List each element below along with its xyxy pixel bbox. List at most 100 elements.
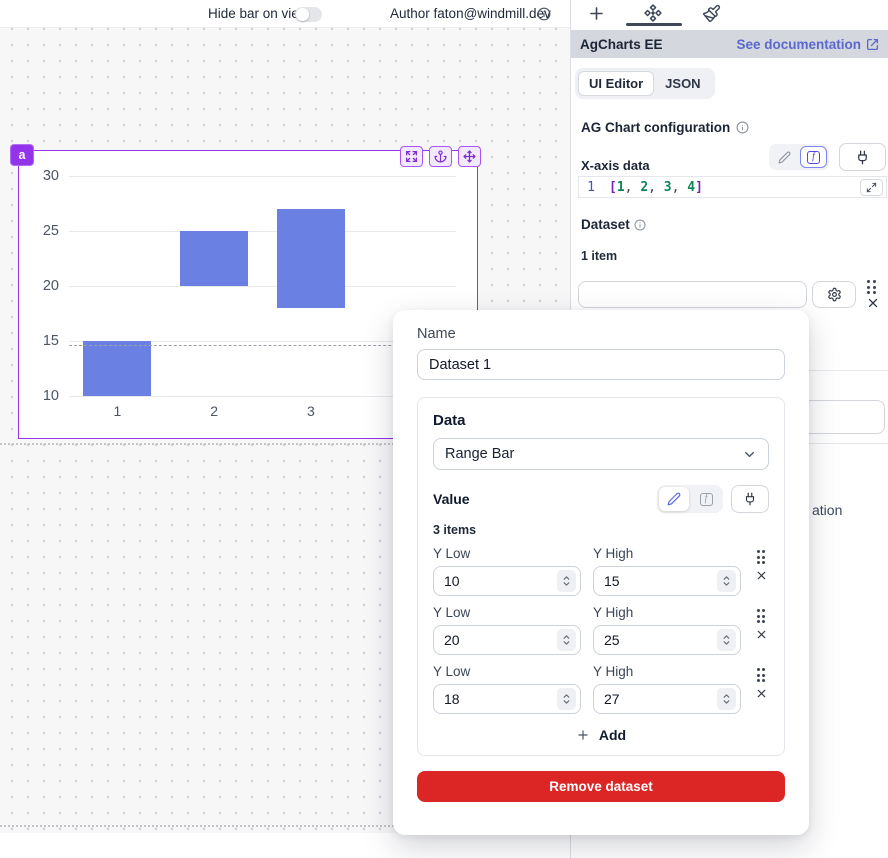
function-mode-button[interactable]: f: [691, 487, 721, 511]
chevron-down-icon: [745, 451, 754, 457]
row-remove-icon[interactable]: [755, 569, 768, 582]
value-row-2: Y Low Y High: [433, 605, 769, 655]
row-remove-icon[interactable]: [755, 628, 768, 641]
y-high-label: Y High: [593, 664, 634, 679]
value-header-row: Value f: [433, 485, 769, 513]
dataset-remove-icon[interactable]: [866, 296, 880, 310]
row-controls: [753, 605, 769, 655]
row-drag-handle[interactable]: [756, 550, 766, 564]
author-label: Author: [390, 6, 430, 21]
expand-component-button[interactable]: [400, 146, 423, 167]
plug-icon: [745, 492, 755, 506]
static-pencil-button[interactable]: [771, 146, 798, 168]
y-high-column: Y High: [593, 664, 741, 714]
static-pencil-button[interactable]: [659, 487, 689, 511]
components-tab-button[interactable]: [642, 2, 664, 24]
sidebar-toolbar: [571, 0, 888, 28]
y-high-column: Y High: [593, 605, 741, 655]
y-high-label: Y High: [593, 605, 634, 620]
hide-bar-label: Hide bar on view: [208, 6, 309, 21]
function-icon: f: [699, 492, 713, 506]
author-email: faton@windmill.dev: [433, 6, 551, 21]
y-low-label: Y Low: [433, 664, 471, 679]
xaxis-code-editor[interactable]: 1 [1, 2, 3, 4]: [578, 176, 887, 198]
y-low-label: Y Low: [433, 605, 471, 620]
y-high-input[interactable]: [593, 566, 741, 596]
hide-bar-toggle[interactable]: [295, 7, 322, 22]
resize-dashed-line: [69, 345, 456, 346]
tab-ui-editor[interactable]: UI Editor: [578, 71, 655, 96]
y-low-field-wrap: [433, 566, 581, 596]
y-axis-tick-label: 20: [42, 278, 59, 294]
y-axis-tick-label: 25: [42, 223, 59, 239]
tab-json[interactable]: JSON: [665, 76, 701, 91]
dataset-label-text: Dataset: [581, 217, 630, 232]
section-title: AG Chart configuration: [581, 120, 749, 135]
y-low-stepper[interactable]: [557, 688, 576, 710]
paintbrush-icon: [702, 4, 720, 22]
expand-icon: [405, 150, 418, 163]
connect-input-button[interactable]: [731, 485, 769, 513]
range-bar-chart: 10152025301234: [19, 151, 477, 438]
row-controls: [753, 546, 769, 596]
y-low-stepper[interactable]: [557, 629, 576, 651]
code-token: ]: [695, 179, 703, 195]
y-high-input[interactable]: [593, 625, 741, 655]
add-component-button[interactable]: [585, 2, 607, 24]
row-controls: [753, 664, 769, 714]
y-high-stepper[interactable]: [717, 688, 736, 710]
see-documentation-link[interactable]: See documentation: [736, 37, 879, 52]
y-high-input[interactable]: [593, 684, 741, 714]
dataset-settings-button[interactable]: [812, 281, 856, 308]
value-row-3: Y Low Y High: [433, 664, 769, 714]
y-high-stepper[interactable]: [717, 570, 736, 592]
data-type-select[interactable]: Range Bar: [433, 438, 769, 470]
code-token: 1: [616, 179, 625, 195]
partially-hidden-text: ation: [812, 502, 843, 518]
chart-gridline: [69, 231, 456, 232]
y-low-stepper[interactable]: [557, 570, 576, 592]
connect-input-button[interactable]: [839, 143, 886, 171]
add-item-button[interactable]: Add: [433, 727, 769, 743]
pencil-icon: [778, 151, 791, 163]
row-drag-handle[interactable]: [756, 609, 766, 623]
y-low-input[interactable]: [433, 566, 581, 596]
doc-link-label: See documentation: [736, 36, 861, 52]
y-high-stepper[interactable]: [717, 629, 736, 651]
row-remove-icon[interactable]: [755, 687, 768, 700]
dataset-name-field[interactable]: [578, 281, 807, 308]
y-low-input[interactable]: [433, 625, 581, 655]
expand-editor-button[interactable]: [860, 179, 883, 196]
xaxis-input-mode-segmented: f: [769, 144, 829, 170]
y-low-column: Y Low: [433, 546, 581, 596]
code-token: 3: [663, 179, 672, 195]
author-text: Author faton@windmill.dev: [390, 6, 551, 21]
dataset-name-input[interactable]: [417, 349, 785, 380]
chart-gridline: [69, 176, 456, 177]
y-high-label: Y High: [593, 546, 634, 561]
y-low-column: Y Low: [433, 664, 581, 714]
y-axis-tick-label: 10: [42, 388, 59, 404]
dataset-count: 1 item: [581, 249, 618, 263]
anchor-component-button[interactable]: [429, 146, 452, 167]
y-low-column: Y Low: [433, 605, 581, 655]
code-token: 4: [687, 179, 696, 195]
info-icon[interactable]: [736, 121, 749, 134]
dataset-drag-handle[interactable]: [867, 280, 876, 294]
move-component-button[interactable]: [458, 146, 481, 167]
dataset-modal: Name Data Range Bar Value f: [393, 310, 809, 835]
style-tab-button[interactable]: [700, 2, 722, 24]
info-icon[interactable]: [537, 7, 551, 21]
info-icon[interactable]: [634, 219, 646, 231]
y-low-field-wrap: [433, 684, 581, 714]
component-panel-header: AgCharts EE See documentation: [571, 30, 888, 58]
function-mode-button[interactable]: f: [800, 146, 827, 168]
row-drag-handle[interactable]: [756, 668, 766, 682]
data-type-value: Range Bar: [445, 446, 515, 462]
panel-title: AgCharts EE: [580, 36, 663, 52]
remove-dataset-button[interactable]: Remove dataset: [417, 771, 785, 802]
function-icon: f: [807, 150, 820, 164]
y-low-input[interactable]: [433, 684, 581, 714]
canvas-topbar: Hide bar on view Author faton@windmill.d…: [0, 0, 570, 28]
code-content: [1, 2, 3, 4]: [609, 180, 703, 195]
